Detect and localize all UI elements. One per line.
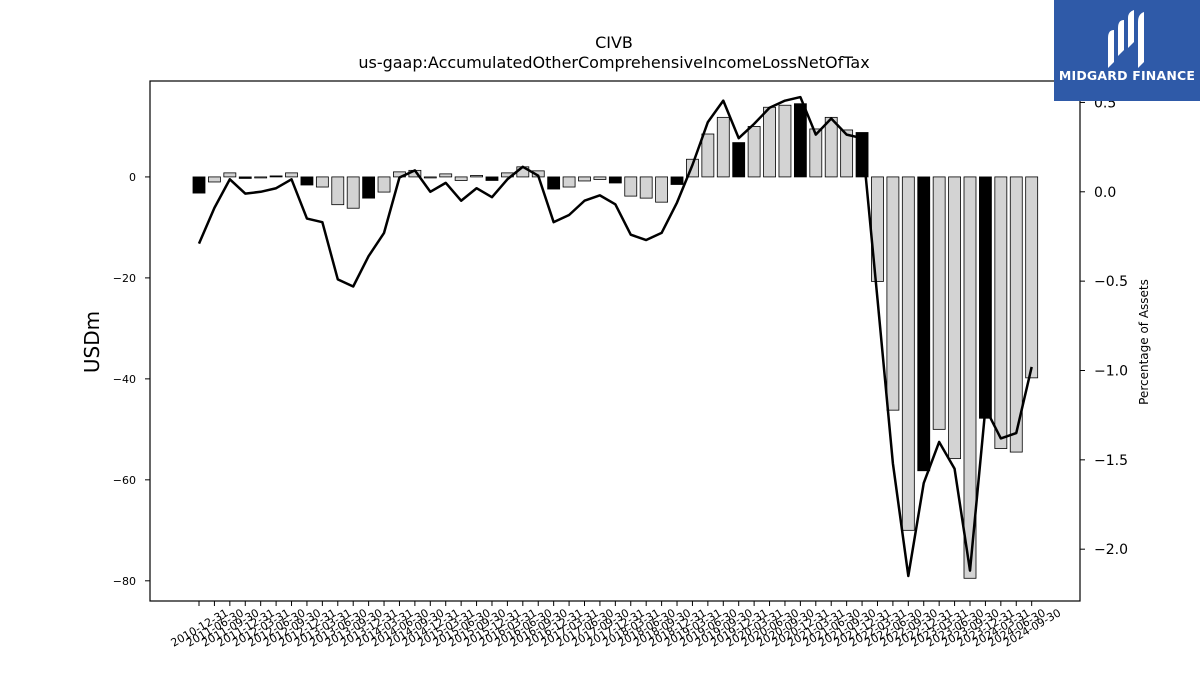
- y-tick-label: 0: [129, 171, 136, 184]
- bar: [716, 116, 730, 178]
- y-tick-label: −80: [113, 575, 136, 588]
- bar: [886, 176, 900, 411]
- y2-tick-label: 0.0: [1094, 185, 1116, 201]
- y-tick-label: −40: [113, 373, 136, 386]
- bar: [901, 176, 915, 531]
- bar: [439, 173, 453, 178]
- bar: [948, 176, 961, 460]
- y2-tick-label: −2.0: [1094, 542, 1128, 558]
- bar: [547, 176, 561, 190]
- bar: [285, 172, 298, 178]
- bar: [1025, 176, 1039, 379]
- bar: [932, 176, 946, 430]
- midgard-logo-icon: [1108, 10, 1144, 68]
- percent-of-assets-line: [197, 95, 1033, 578]
- bars-layer: [192, 103, 1039, 579]
- bar: [454, 176, 468, 181]
- bar: [778, 104, 792, 178]
- bar: [608, 176, 622, 184]
- bar: [269, 175, 283, 178]
- bar: [963, 176, 977, 579]
- bar: [192, 176, 206, 194]
- bar: [470, 175, 483, 178]
- bar: [747, 126, 761, 178]
- bar: [377, 176, 391, 193]
- bar: [824, 116, 838, 178]
- bar: [793, 103, 807, 178]
- bar: [362, 176, 376, 199]
- bar: [763, 106, 776, 178]
- bar: [670, 176, 684, 185]
- y-tick-label: −60: [113, 474, 136, 487]
- bar: [578, 176, 591, 182]
- bar: [238, 176, 252, 179]
- y2-tick-label: −1.5: [1094, 453, 1128, 469]
- ticks-layer: 0−20−40−60−800.50.0−0.5−1.0−1.5−2.02010-…: [113, 95, 1128, 649]
- bar: [655, 176, 668, 203]
- bar: [315, 176, 329, 188]
- bar: [562, 176, 576, 188]
- bar: [809, 128, 823, 178]
- bar: [624, 176, 638, 197]
- bar: [639, 176, 653, 199]
- bar: [223, 172, 237, 178]
- y-axis-label: USDm: [80, 311, 104, 373]
- bar: [840, 129, 854, 178]
- brand-name: MIDGARD FINANCE: [1058, 68, 1196, 83]
- bar: [979, 176, 992, 419]
- y2-tick-label: −0.5: [1094, 274, 1128, 290]
- bar: [423, 176, 437, 179]
- bar: [300, 176, 314, 186]
- y2-axis-label: Percentage of Assets: [1137, 279, 1151, 405]
- line-layer: [197, 95, 1033, 578]
- y-tick-label: −20: [113, 272, 136, 285]
- bar: [917, 176, 931, 472]
- chart-title: CIVB: [595, 33, 633, 52]
- chart-subtitle: us-gaap:AccumulatedOtherComprehensiveInc…: [358, 53, 869, 72]
- bar: [1009, 176, 1023, 453]
- bar: [732, 142, 746, 178]
- bar: [208, 176, 221, 183]
- bar: [346, 176, 360, 209]
- y2-tick-label: −1.0: [1094, 363, 1128, 379]
- bar: [701, 133, 715, 178]
- bar: [254, 176, 268, 179]
- bar: [485, 176, 499, 181]
- bar: [994, 176, 1008, 449]
- bar: [593, 176, 607, 180]
- bar: [331, 176, 345, 206]
- brand-logo: MIDGARD FINANCE: [1054, 0, 1200, 101]
